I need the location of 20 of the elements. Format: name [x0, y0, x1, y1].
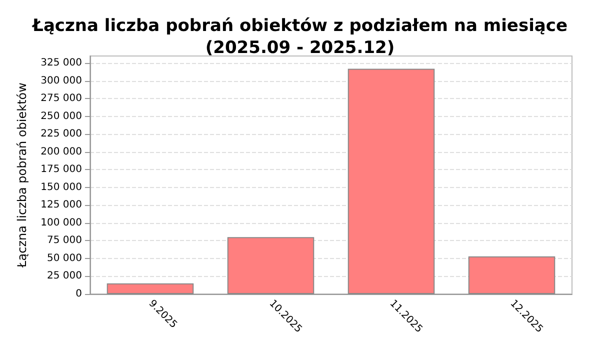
y-axis-title: Łączna liczba pobrań obiektów [15, 82, 29, 268]
y-tick-label: 100 000 [40, 217, 82, 228]
y-tick-label: 25 000 [47, 270, 82, 282]
y-tick-label: 125 000 [40, 200, 82, 211]
y-tick-label: 200 000 [40, 146, 82, 158]
y-tick-label: 0 [76, 288, 82, 300]
y-tick-label: 150 000 [40, 182, 82, 193]
bar [468, 256, 556, 294]
y-tick-label: 275 000 [40, 93, 82, 104]
bar [348, 68, 435, 294]
y-tick-label: 250 000 [40, 110, 82, 122]
bar [227, 237, 314, 294]
chart-title: Łączna liczba pobrań obiektów z podziałem na miesiące (2025.09 - 2025.12) [32, 16, 568, 58]
y-tick-label: 300 000 [40, 75, 82, 86]
y-tick-label: 325 000 [40, 58, 82, 69]
y-tick-label: 50 000 [47, 252, 82, 264]
y-tick-label: 75 000 [47, 235, 82, 246]
y-tick-label: 225 000 [40, 128, 82, 140]
bar [106, 283, 194, 294]
y-tick-label: 175 000 [40, 164, 82, 176]
